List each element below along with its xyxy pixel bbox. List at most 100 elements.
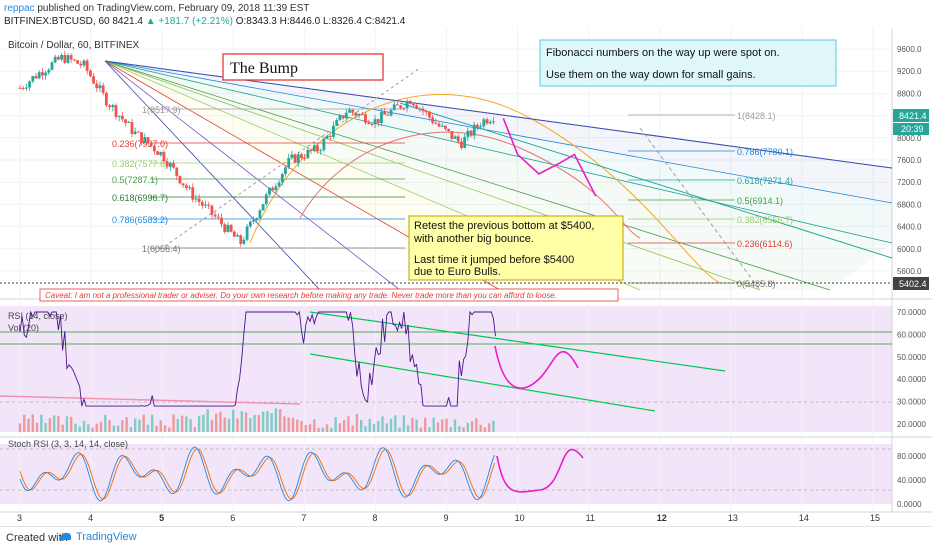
candle-body [95, 83, 99, 89]
candle-body [69, 55, 73, 60]
volume-bar [249, 418, 252, 432]
candle-body [210, 205, 214, 215]
candle-body [188, 187, 191, 189]
volume-bar [240, 411, 243, 432]
candle-body [319, 150, 323, 152]
candle-body [376, 119, 380, 124]
volume-bar [338, 423, 342, 432]
price-axis[interactable]: 9600.09200.08800.08400.08000.07600.07200… [897, 45, 922, 276]
volume-bar [394, 415, 397, 432]
rsi-pane[interactable]: 70.0000 60.0000 50.0000 40.0000 30.0000 20.00… [0, 308, 926, 432]
volume-bar [23, 414, 26, 432]
rsi-axis[interactable]: 70.0000 60.0000 50.0000 40.0000 30.0000 20.00… [897, 308, 926, 429]
projection-path [502, 118, 597, 197]
note-mid-line4: due to Euro Bulls. [414, 266, 501, 278]
volume-bar [65, 416, 69, 432]
candle-body [293, 154, 297, 163]
volume-bar [398, 427, 401, 432]
volume-bar [27, 418, 30, 432]
volume-bar [308, 424, 312, 432]
candle-body [165, 161, 169, 167]
fib-up-label: 0.382(7577.6) [112, 159, 168, 169]
candle-body [63, 54, 67, 63]
volume-bar [402, 415, 406, 432]
candle-body [316, 145, 319, 152]
volume-bar [368, 418, 371, 432]
candle-body [328, 136, 332, 138]
candle-body [66, 55, 70, 63]
candle-body [447, 128, 451, 132]
stoch-axis[interactable]: 80.0000 40.0000 0.0000 [897, 452, 926, 509]
publish-line: reppac published on TradingView.com, Feb… [4, 3, 309, 14]
note-mid-line1: Retest the previous bottom at $5400, [414, 220, 594, 232]
volume-bar [87, 424, 90, 432]
volume-bar [325, 424, 329, 432]
stoch-tick-label: 80.0000 [897, 452, 926, 461]
candle-body [472, 124, 476, 136]
volume-bar [40, 414, 43, 432]
candle-body [178, 175, 182, 184]
candle-body [159, 151, 163, 155]
time-tick-label: 5 [159, 513, 164, 523]
fan-band [105, 61, 892, 203]
note-top-line1: Fibonacci numbers on the way up were spo… [546, 47, 780, 59]
volume-bar [253, 415, 256, 432]
candle-body [56, 56, 60, 60]
volume-bar [449, 427, 452, 432]
time-tick-label: 15 [870, 513, 880, 523]
candle-body [88, 70, 92, 77]
time-axis[interactable]: 3 4 5 6 7 8 9 10 11 12 13 14 15 [17, 513, 880, 523]
volume-bar [69, 416, 73, 432]
trend-dashed [639, 127, 761, 291]
volume-bar [274, 408, 278, 432]
low-price-badge-text: 5402.4 [899, 279, 927, 289]
volume-bar [129, 427, 133, 432]
stoch-pane[interactable]: 80.0000 40.0000 0.0000 [0, 446, 926, 509]
rsi-line [19, 310, 496, 407]
candle-body [476, 124, 479, 127]
volume-bar [193, 427, 197, 432]
candle-body [44, 72, 47, 76]
volume-bar [91, 427, 94, 432]
volume-bar [313, 419, 316, 432]
time-tick-label: 8 [372, 513, 377, 523]
author-link[interactable]: reppac [4, 3, 35, 14]
candle-body [348, 109, 351, 113]
candle-body [312, 145, 316, 151]
price-tick-label: 7600.0 [897, 156, 922, 165]
candle-body [24, 87, 28, 89]
chart-canvas[interactable]: 1(8517.9) 0.236(7937.0) 0.382(7577.6) 0.5(7… [0, 28, 932, 526]
note-mid-box [408, 215, 624, 281]
volume-bar [18, 423, 22, 432]
candle-body [156, 151, 159, 155]
candle-body [431, 117, 435, 123]
volume-bar [31, 414, 34, 432]
candle-body [53, 56, 57, 63]
stoch-k-line [19, 446, 495, 502]
candle-body [408, 101, 412, 104]
volume-bar [108, 420, 111, 432]
stoch-title: Stoch RSI (3, 3, 14, 14, close) [8, 439, 128, 449]
candle-body [338, 115, 342, 121]
note-top-line2: Use them on the way down for small gains… [546, 69, 756, 81]
symbol-label: BITFINEX:BTCUSD, 60 [4, 16, 110, 27]
volume-bar [377, 420, 380, 432]
volume-bar [82, 420, 86, 432]
candle-body [485, 119, 489, 124]
candle-body [200, 202, 204, 206]
volume-bar [428, 427, 431, 432]
candle-body [47, 69, 51, 73]
time-tick-label: 7 [301, 513, 306, 523]
time-tick-label: 10 [515, 513, 525, 523]
candle-body [268, 187, 271, 195]
volume-bar [283, 416, 286, 432]
fib-down-label: 0.618(7271.4) [737, 176, 793, 186]
rsi-projection [494, 345, 579, 389]
volume-bar [227, 418, 231, 432]
candle-body [396, 104, 399, 106]
candle-body [140, 132, 143, 143]
volume-bar [479, 424, 482, 432]
candle-body [152, 145, 156, 152]
volume-bar [389, 418, 393, 432]
tradingview-link[interactable]: TradingView [58, 531, 137, 543]
